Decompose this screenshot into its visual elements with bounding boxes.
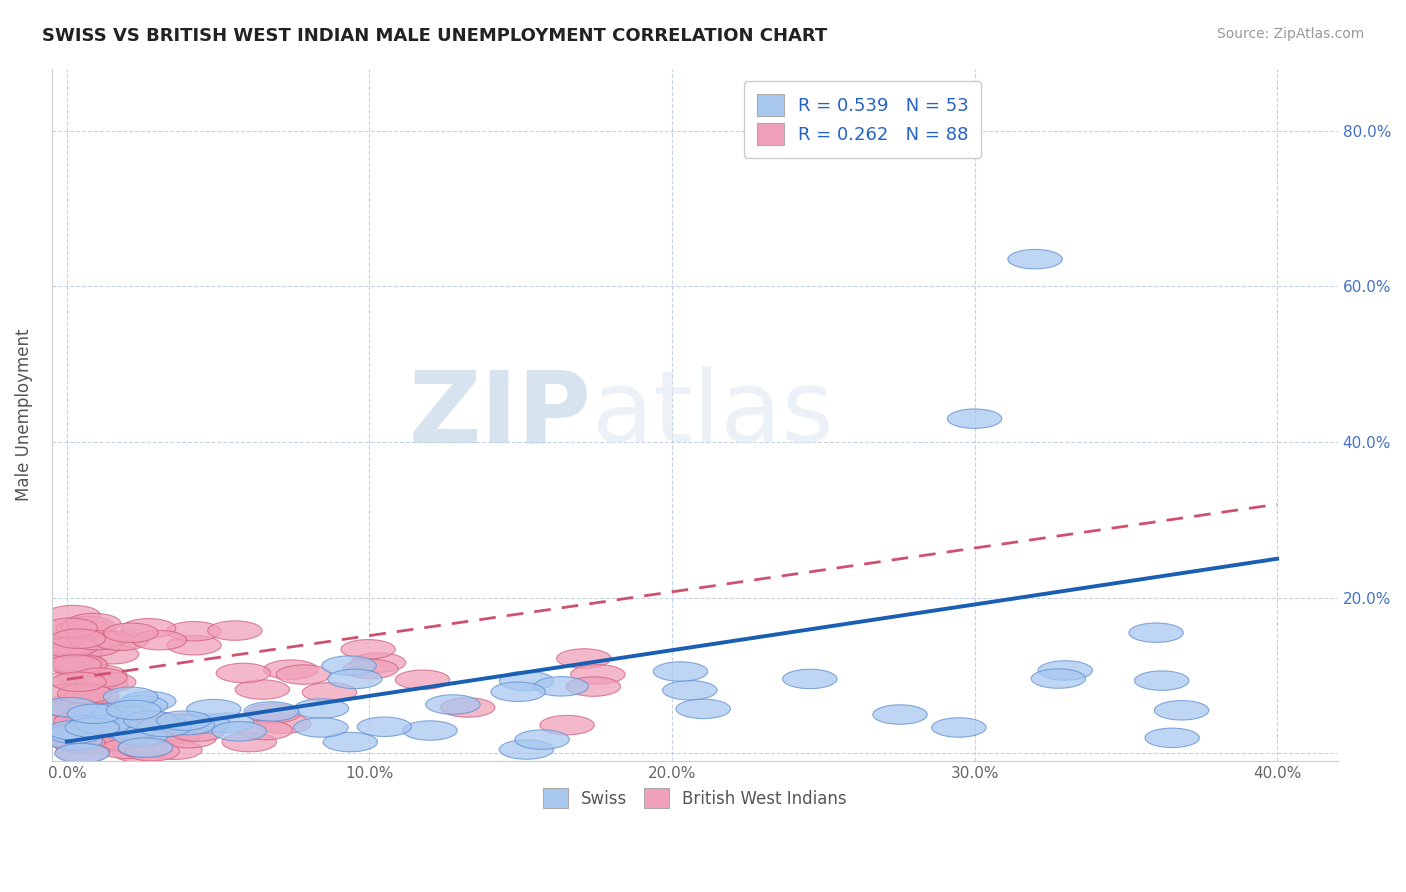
Y-axis label: Male Unemployment: Male Unemployment <box>15 328 32 501</box>
Text: atlas: atlas <box>592 367 834 463</box>
Text: SWISS VS BRITISH WEST INDIAN MALE UNEMPLOYMENT CORRELATION CHART: SWISS VS BRITISH WEST INDIAN MALE UNEMPL… <box>42 27 827 45</box>
Text: Source: ZipAtlas.com: Source: ZipAtlas.com <box>1216 27 1364 41</box>
Legend: Swiss, British West Indians: Swiss, British West Indians <box>536 781 853 815</box>
Text: ZIP: ZIP <box>409 367 592 463</box>
